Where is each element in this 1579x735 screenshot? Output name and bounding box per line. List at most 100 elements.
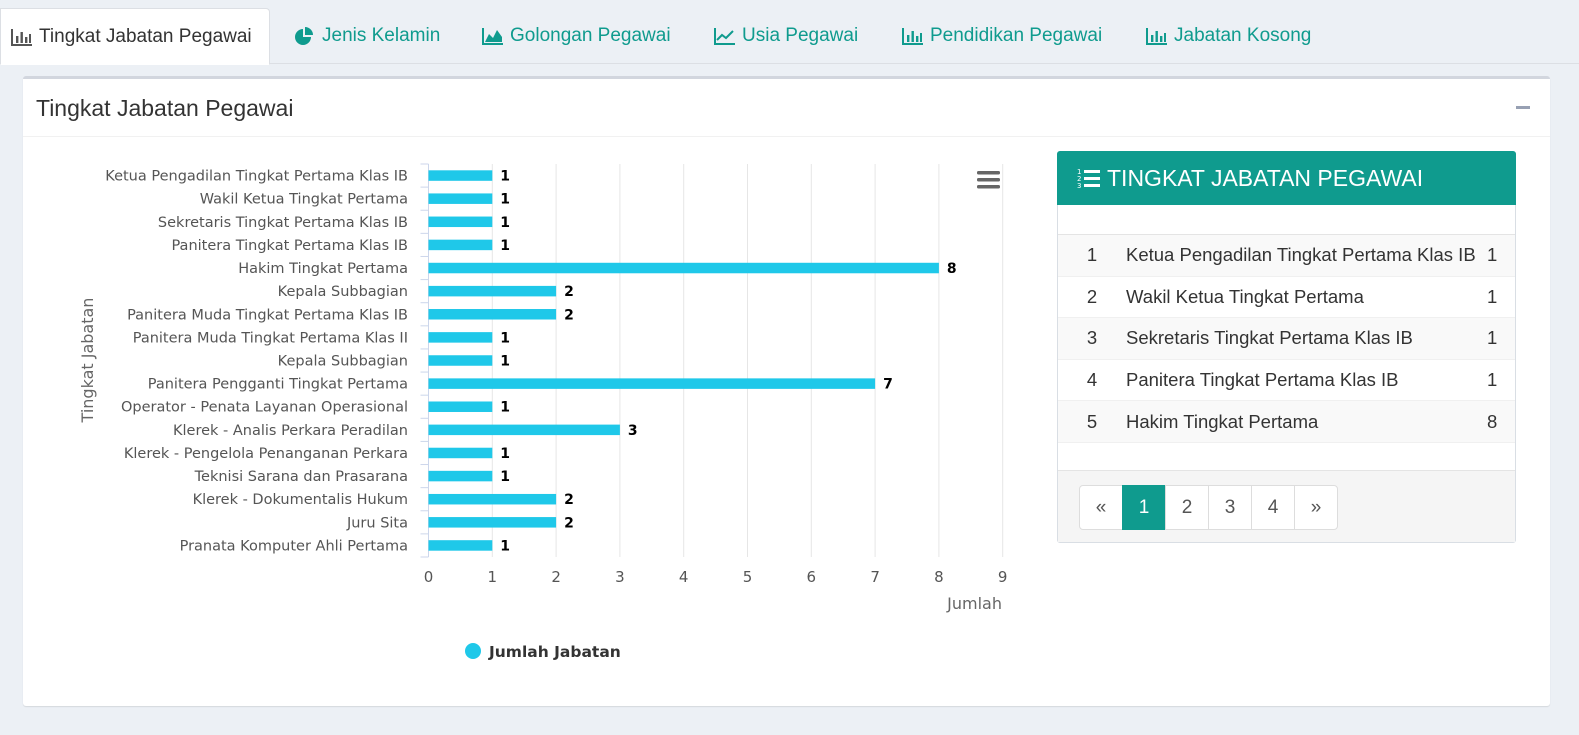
category-label: Kepala Subbagian <box>278 284 408 300</box>
svg-text:3: 3 <box>1077 182 1081 189</box>
chart-bar[interactable] <box>428 262 939 274</box>
x-tick-label: 1 <box>488 568 498 586</box>
pagination-page-2[interactable]: 2 <box>1165 485 1209 530</box>
chart-bar[interactable] <box>428 401 493 412</box>
svg-text:2: 2 <box>1077 175 1081 183</box>
chart-legend[interactable]: Jumlah Jabatan <box>465 643 621 661</box>
x-tick-label: 5 <box>743 568 753 586</box>
category-label: Teknisi Sarana dan Prasarana <box>194 469 408 485</box>
tab-usia-pegawai[interactable]: Usia Pegawai <box>714 8 858 64</box>
chart-bar[interactable] <box>428 424 620 436</box>
bar-chart-icon <box>1146 27 1168 45</box>
data-label: 2 <box>564 492 574 508</box>
row-value: 1 <box>1487 369 1498 391</box>
row-name: Sekretaris Tingkat Pertama Klas IB <box>1126 327 1413 349</box>
y-axis-title: Tingkat Jabatan <box>78 298 97 424</box>
x-tick-label: 7 <box>870 568 880 586</box>
chart-bar[interactable] <box>428 239 493 251</box>
table-row: 1 Ketua Pengadilan Tingkat Pertama Klas I… <box>1058 235 1515 277</box>
data-label: 1 <box>500 192 510 208</box>
chart-bar[interactable] <box>428 470 493 482</box>
data-label: 1 <box>500 446 510 462</box>
data-label: 1 <box>500 354 510 370</box>
data-label: 1 <box>500 469 510 485</box>
hamburger-menu-icon[interactable] <box>977 171 1000 189</box>
chart-category-labels: Ketua Pengadilan Tingkat Pertama Klas IB… <box>105 169 408 555</box>
tab-label: Jabatan Kosong <box>1174 25 1312 46</box>
table-row: 5 Hakim Tingkat Pertama 8 <box>1058 401 1515 443</box>
ranking-table: 1 Ketua Pengadilan Tingkat Pertama Klas I… <box>1058 234 1515 443</box>
chart-bars <box>428 170 939 551</box>
tab-label: Jenis Kelamin <box>322 25 441 46</box>
chart-bar[interactable] <box>428 493 557 505</box>
chart-bar[interactable] <box>428 540 493 551</box>
pie-chart-icon <box>294 27 316 45</box>
row-value: 1 <box>1487 327 1498 349</box>
data-label: 2 <box>564 515 574 531</box>
chart-bar[interactable] <box>428 517 557 528</box>
pagination-prev[interactable]: « <box>1079 485 1123 530</box>
tab-pendidikan-pegawai[interactable]: Pendidikan Pegawai <box>902 8 1102 64</box>
category-label: Klerek - Analis Perkara Peradilan <box>173 423 408 439</box>
data-label: 3 <box>628 423 638 439</box>
category-label: Kepala Subbagian <box>278 354 408 370</box>
tab-jenis-kelamin[interactable]: Jenis Kelamin <box>294 8 440 64</box>
chart-bar[interactable] <box>428 332 493 343</box>
tab-golongan-pegawai[interactable]: Golongan Pegawai <box>482 8 671 64</box>
row-name: Ketua Pengadilan Tingkat Pertama Klas IB <box>1126 244 1476 266</box>
category-label: Klerek - Dokumentalis Hukum <box>193 492 408 508</box>
chart-bar[interactable] <box>428 193 493 204</box>
tab-label: Golongan Pegawai <box>510 25 671 46</box>
row-name: Hakim Tingkat Pertama <box>1126 410 1319 432</box>
bar-chart-icon <box>11 28 33 46</box>
category-label: Panitera Tingkat Pertama Klas IB <box>171 238 408 254</box>
category-label: Wakil Ketua Tingkat Pertama <box>200 192 408 208</box>
svg-text:1: 1 <box>1077 168 1081 176</box>
chart-bar[interactable] <box>428 378 876 389</box>
chart-bar[interactable] <box>428 447 493 459</box>
row-number: 3 <box>1086 327 1098 349</box>
bar-chart-icon <box>902 27 924 45</box>
data-label: 7 <box>883 377 893 393</box>
line-chart-icon <box>714 27 736 45</box>
row-name: Wakil Ketua Tingkat Pertama <box>1126 285 1364 307</box>
minus-icon[interactable] <box>1516 106 1530 109</box>
legend-marker <box>465 643 481 659</box>
data-label: 8 <box>947 261 957 277</box>
chart-bar[interactable] <box>428 170 493 181</box>
data-label: 1 <box>500 238 510 254</box>
category-label: Hakim Tingkat Pertama <box>238 261 408 277</box>
x-tick-label: 4 <box>679 568 689 586</box>
row-number: 1 <box>1086 244 1098 266</box>
box-title: Tingkat Jabatan Pegawai <box>36 95 294 121</box>
data-label: 2 <box>564 307 574 323</box>
data-label: 2 <box>564 284 574 300</box>
tab-jabatan-kosong[interactable]: Jabatan Kosong <box>1146 8 1311 64</box>
x-tick-label: 3 <box>615 568 625 586</box>
chart-bar[interactable] <box>428 355 493 366</box>
panel-footer: « 1 2 3 4 » <box>1058 470 1515 542</box>
chart-bar[interactable] <box>428 216 493 228</box>
tab-tingkat-jabatan-pegawai[interactable]: Tingkat Jabatan Pegawai <box>0 8 270 65</box>
chart-tick-labels: 0 1 2 3 4 5 6 7 8 9 <box>424 568 1008 586</box>
x-tick-label: 6 <box>807 568 817 586</box>
category-label: Panitera Muda Tingkat Pertama Klas IB <box>127 307 408 323</box>
category-label: Sekretaris Tingkat Pertama Klas IB <box>158 215 408 231</box>
category-label: Klerek - Pengelola Penanganan Perkara <box>124 446 408 462</box>
chart-grid <box>420 163 1004 558</box>
tab-label: Tingkat Jabatan Pegawai <box>39 25 252 47</box>
pagination-page-1[interactable]: 1 <box>1122 485 1166 530</box>
x-tick-label: 0 <box>424 568 434 586</box>
chart-bar[interactable] <box>428 309 557 320</box>
pagination-page-3[interactable]: 3 <box>1208 485 1252 530</box>
pagination: « 1 2 3 4 » <box>1079 485 1338 530</box>
pagination-page-4[interactable]: 4 <box>1251 485 1295 530</box>
data-label: 1 <box>500 538 510 554</box>
pagination-next[interactable]: » <box>1294 485 1338 530</box>
data-label: 1 <box>500 330 510 346</box>
chart-bar[interactable] <box>428 285 557 297</box>
